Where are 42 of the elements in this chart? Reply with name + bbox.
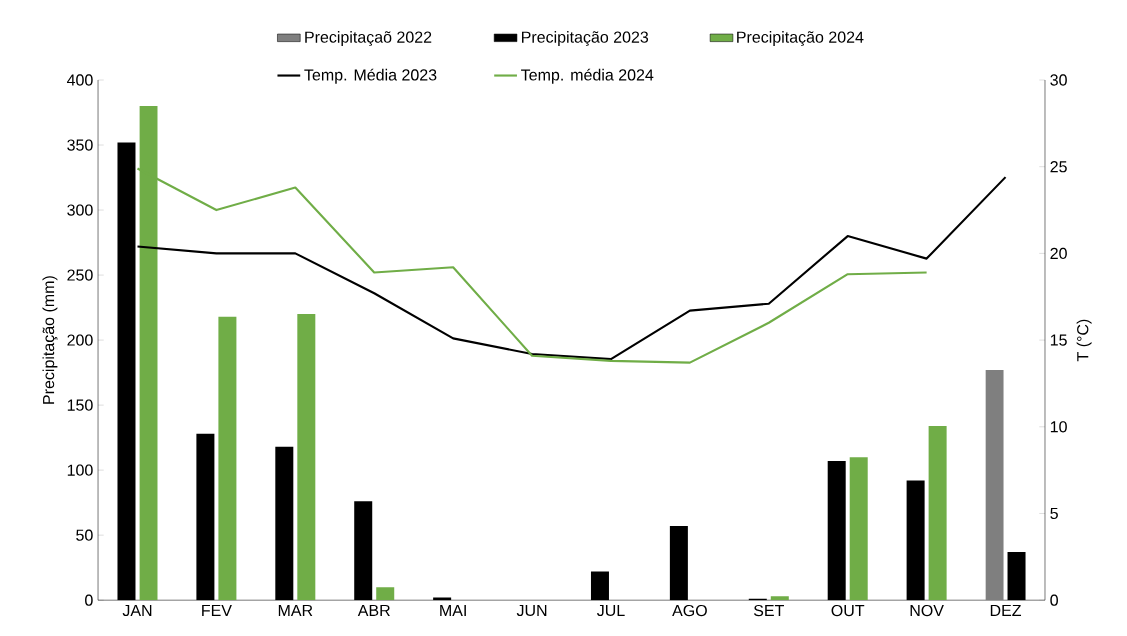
y2-axis-title: T (°C)	[1076, 319, 1092, 362]
bar	[770, 596, 789, 601]
y2-tick-label: 0	[1050, 594, 1058, 606]
legend-label: Temp. Média 2023	[304, 68, 437, 84]
legend-label: Temp. média 2024	[521, 68, 654, 84]
x-tick-label: DEZ	[990, 604, 1022, 616]
x-tick-label: OUT	[831, 604, 865, 617]
legend-label: Precipitação 2023	[522, 30, 649, 46]
bar	[376, 587, 395, 601]
x-tick-label: JUN	[516, 604, 547, 616]
bar	[928, 425, 947, 601]
y-tick-label: 100	[67, 464, 93, 476]
bar	[849, 457, 868, 601]
x-tick-label: MAI	[440, 604, 466, 616]
x-tick-label: JAN	[122, 604, 152, 616]
bar	[297, 314, 316, 601]
x-tick-label: JUL	[596, 604, 625, 616]
x-tick-label: MAR	[278, 604, 313, 616]
x-tick-label: NOV	[910, 604, 944, 617]
x-tick-label: ABR	[357, 604, 390, 616]
x-tick-label: AGO	[672, 604, 707, 617]
y-tick-label: 50	[76, 529, 93, 541]
y2-tick-label: 15	[1050, 334, 1067, 346]
y2-tick-label: 30	[1050, 74, 1067, 86]
y2-tick-label: 5	[1050, 507, 1058, 519]
bar	[218, 316, 237, 601]
x-tick-label: FEV	[202, 604, 232, 616]
y-tick-label: 150	[67, 399, 93, 411]
y-tick-label: 0	[85, 594, 93, 606]
y-tick-label: 350	[67, 139, 93, 151]
x-tick-label: SET	[753, 604, 784, 617]
legend-label: Precipitação 2024	[737, 30, 864, 46]
y-tick-label: 300	[67, 204, 93, 216]
y-tick-label: 400	[67, 74, 93, 86]
y-tick-label: 250	[67, 269, 93, 281]
bar	[985, 369, 1004, 601]
y2-tick-label: 25	[1050, 160, 1067, 173]
legend-label: Precipitaçaõ 2022	[305, 30, 432, 46]
y-axis-title: Precipitação (mm)	[42, 276, 58, 404]
y2-tick-label: 10	[1050, 421, 1067, 433]
y-tick-label: 200	[67, 334, 93, 346]
y2-tick-label: 20	[1050, 247, 1067, 259]
